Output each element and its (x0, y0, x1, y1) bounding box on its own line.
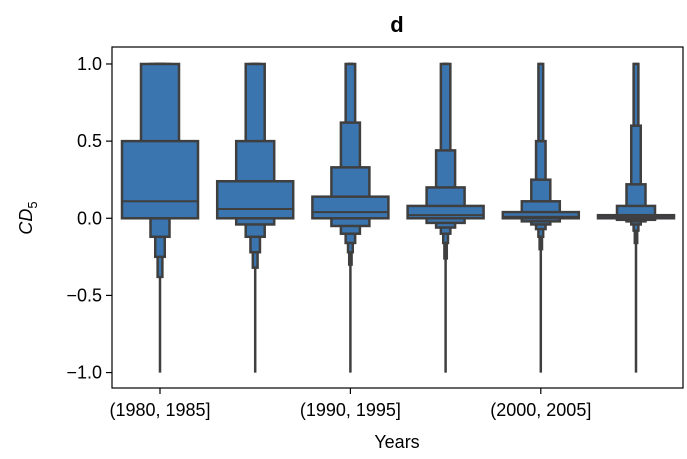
y-axis-label: CD5 (16, 201, 40, 234)
y-tick-label: −1.0 (66, 363, 102, 383)
chart-title: d (390, 12, 403, 37)
x-tick-label: (1980, 1985] (109, 400, 210, 420)
y-label-main: CD (16, 209, 36, 235)
letter-value-box (311, 195, 390, 220)
y-tick-label: 1.0 (77, 54, 102, 74)
y-tick-label: 0.5 (77, 131, 102, 151)
y-tick-label: 0.0 (77, 208, 102, 228)
letter-value-box (406, 204, 485, 220)
letter-value-box (120, 139, 200, 220)
letter-value-box (439, 62, 452, 235)
letter-value-box (501, 210, 581, 220)
y-label-subscript: 5 (25, 201, 40, 208)
x-axis-label: Years (374, 432, 419, 452)
x-tick-label: (2000, 2005] (490, 400, 591, 420)
x-tick-label: (1990, 1995] (300, 400, 401, 420)
letter-value-box (215, 179, 295, 220)
letter-value-box (630, 124, 642, 226)
y-tick-label: −0.5 (66, 285, 102, 305)
plot-frame (111, 46, 684, 389)
